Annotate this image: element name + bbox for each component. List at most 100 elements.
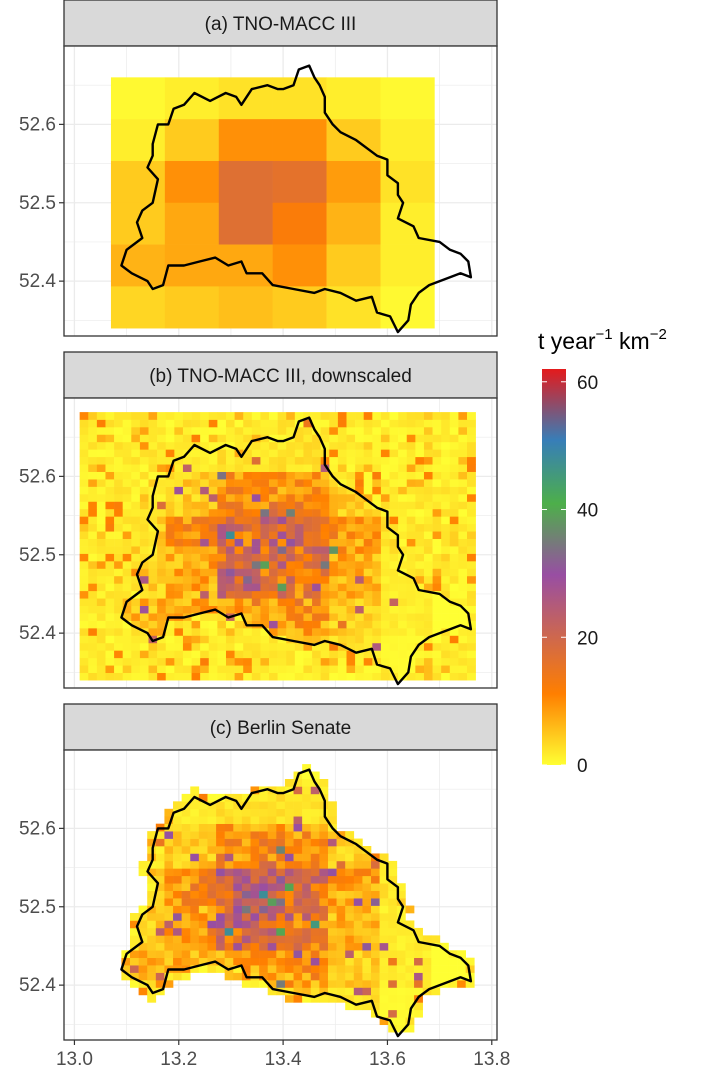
emission-cell [389, 642, 399, 651]
emission-cell [396, 980, 406, 988]
emission-cell [157, 486, 167, 495]
emission-cell [286, 464, 296, 472]
emission-cells-a [110, 77, 435, 329]
emission-cell [105, 486, 115, 495]
emission-cell [234, 508, 244, 517]
emission-cell [303, 441, 313, 450]
emission-cell [337, 471, 347, 480]
emission-cell [372, 613, 382, 621]
y-axis-c: 52.452.552.6 [19, 818, 64, 996]
emission-cell [234, 531, 244, 539]
emission-cell [174, 553, 184, 562]
emission-cell [415, 583, 425, 592]
emission-cell [96, 449, 106, 458]
emission-cell [355, 523, 365, 532]
emission-cell [362, 860, 372, 869]
emission-cell [389, 620, 399, 629]
emission-cell [405, 1024, 415, 1033]
emission-cell [310, 823, 320, 832]
emission-cell [250, 846, 260, 854]
emission-cell [372, 575, 382, 584]
emission-cell [105, 620, 115, 629]
emission-cell [353, 994, 363, 1003]
emission-cell [114, 583, 123, 592]
emission-cell [122, 538, 132, 547]
emission-cell [389, 501, 399, 510]
emission-cell [147, 875, 157, 884]
emission-cell [312, 471, 321, 480]
emission-cell [200, 434, 210, 443]
emission-cell [422, 950, 432, 959]
emission-cell [303, 412, 313, 420]
emission-cell [267, 838, 277, 847]
emission-cell [303, 546, 313, 554]
emission-cell [241, 816, 251, 824]
emission-cell [233, 883, 243, 891]
emission-cell [224, 883, 234, 891]
emission-cell [441, 523, 451, 532]
emission-cell [165, 434, 175, 443]
emission-cell [302, 868, 312, 877]
emission-cell [216, 898, 225, 906]
berlin-boundary-a [120, 64, 473, 334]
emission-cell [200, 456, 210, 465]
emission-cell [380, 531, 390, 539]
emission-cell [398, 427, 408, 435]
emission-cell [337, 434, 347, 443]
emission-cell [139, 471, 149, 480]
emission-cell [190, 898, 200, 906]
emission-cell [320, 523, 330, 532]
emission-cell [139, 441, 149, 450]
emission-cell [131, 561, 141, 569]
emission-cell [329, 427, 339, 435]
emission-cell [181, 823, 191, 832]
emission-cell [277, 464, 287, 472]
emission-cell [250, 816, 260, 824]
emission-cell [372, 523, 382, 532]
emission-cell [284, 793, 294, 802]
emission-cell [293, 838, 303, 847]
emission-cell [259, 860, 269, 869]
emission-cell [405, 905, 415, 914]
emission-cell [208, 531, 218, 539]
emission-cell [302, 927, 312, 936]
emission-cell [458, 531, 468, 539]
emission-cell [363, 486, 373, 495]
emission-cell [294, 628, 304, 636]
emission-cell [181, 875, 191, 884]
emission-cell [148, 583, 158, 592]
emission-cell [458, 568, 468, 577]
emission-cell [88, 590, 98, 599]
emission-cell [388, 920, 398, 929]
emission-cell [294, 427, 304, 435]
emission-cell [441, 449, 451, 458]
emission-cell [310, 920, 320, 929]
emission-cell [398, 635, 408, 644]
emission-cell [345, 987, 355, 996]
emission-cell [414, 927, 423, 936]
emission-cell [182, 486, 192, 495]
emission-cell [345, 905, 355, 914]
emission-cell [200, 568, 210, 577]
emission-cell [251, 590, 261, 599]
emission-cell [362, 942, 372, 951]
emission-cell [207, 868, 217, 877]
emission-cell [250, 942, 260, 951]
emission-cell [79, 412, 89, 420]
emission-cell [441, 620, 451, 629]
emission-cell [406, 501, 416, 510]
emission-cell [251, 561, 261, 569]
emission-cell [79, 516, 89, 525]
emission-cell [225, 590, 235, 599]
emission-cell [225, 575, 235, 584]
emission-cell [294, 434, 304, 443]
emission-cell [441, 531, 451, 539]
emission-cell [200, 583, 210, 592]
emission-cell [423, 516, 433, 525]
emission-cell [458, 598, 468, 607]
emission-cell [389, 575, 399, 584]
emission-cell [379, 853, 389, 862]
emission-cell [267, 898, 277, 906]
emission-cell [449, 628, 459, 636]
emission-cell [243, 449, 253, 458]
